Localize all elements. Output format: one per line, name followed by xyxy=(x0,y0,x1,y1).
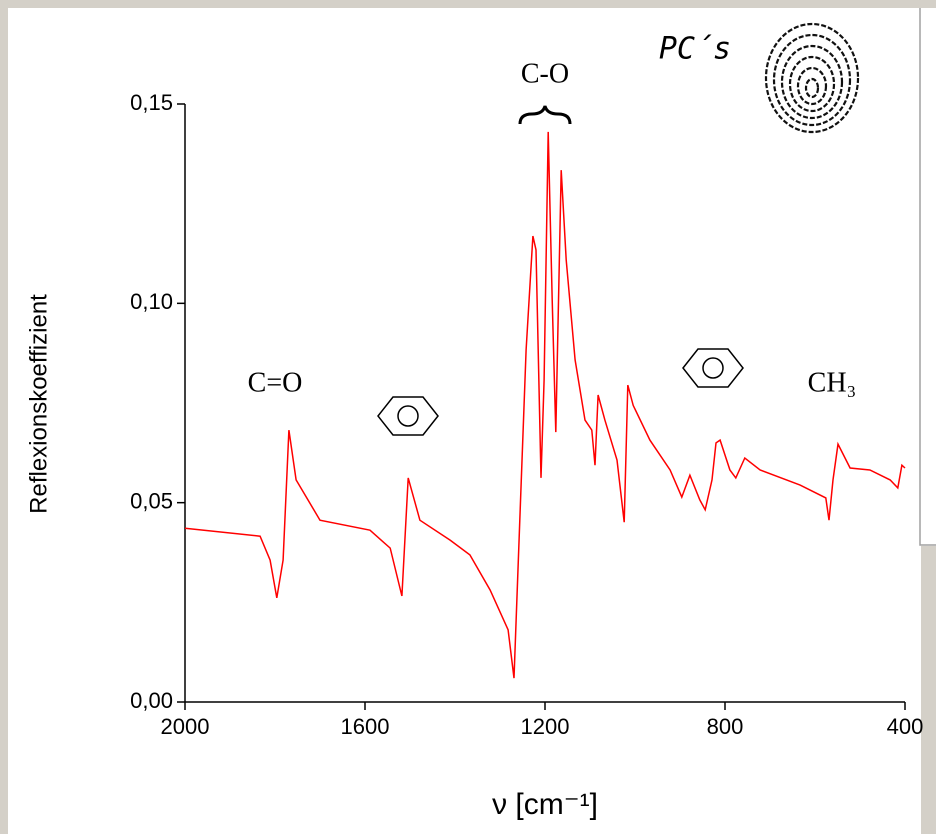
annotation: C-O xyxy=(521,58,569,89)
y-axis-label: Reflexionskoeffizient xyxy=(25,294,52,514)
spectrum-line xyxy=(184,131,906,679)
panel-frame xyxy=(919,8,936,546)
y-tick-label: 0,15 xyxy=(130,90,173,115)
y-tick-label: 0,10 xyxy=(130,289,173,314)
panel-side xyxy=(921,546,936,834)
annotation: C=O xyxy=(248,367,303,398)
plot-background xyxy=(8,8,936,834)
x-tick-label: 1600 xyxy=(341,714,390,739)
y-tick-label: 0,00 xyxy=(130,688,173,713)
brace xyxy=(518,105,572,125)
fingerprint-icon xyxy=(764,22,860,134)
x-tick-label: 800 xyxy=(707,714,744,739)
annotation: CH₃ xyxy=(808,367,857,398)
benzene-icon xyxy=(377,348,744,436)
x-tick-label: 1200 xyxy=(521,714,570,739)
x-tick-label: 400 xyxy=(887,714,924,739)
y-tick-label: 0,05 xyxy=(130,488,173,513)
x-axis-label: ν [cm⁻¹] xyxy=(492,788,598,821)
x-tick-label: 2000 xyxy=(161,714,210,739)
annotation: PC´s xyxy=(659,32,731,67)
